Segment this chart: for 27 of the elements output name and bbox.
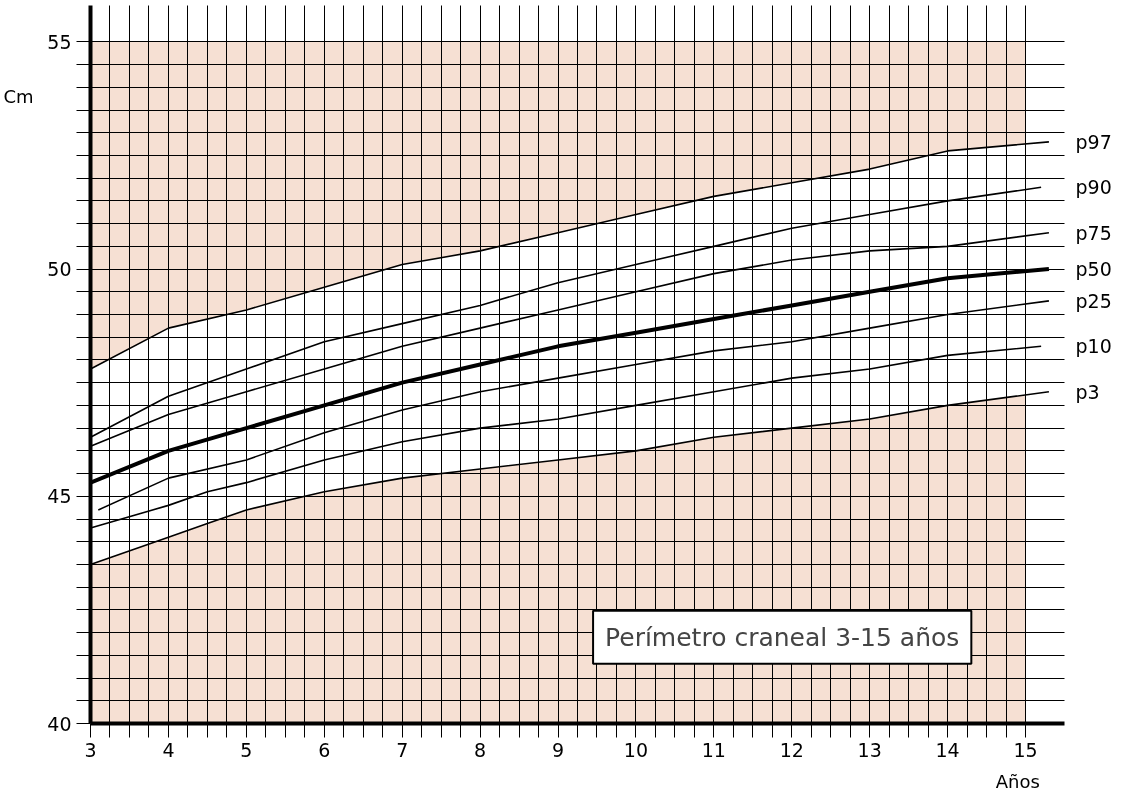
x-tick-label: 3 [84,738,97,761]
x-tick-label: 13 [857,738,882,761]
series-label: p50 [1075,258,1112,281]
x-tick-label: 15 [1013,738,1038,761]
series-label: p3 [1075,380,1100,403]
series-label: p97 [1075,130,1112,153]
x-tick-label: 11 [701,738,726,761]
x-tick-label: 5 [240,738,253,761]
y-tick-label: 55 [47,30,72,53]
text: Perímetro craneal 3-15 años [605,622,960,652]
x-tick-label: 8 [474,738,487,761]
x-tick-label: 7 [396,738,409,761]
series-label: p75 [1075,221,1112,244]
series-label: p25 [1075,289,1112,312]
y-tick-label: 40 [47,712,72,735]
x-axis-title: Años [995,770,1040,792]
x-tick-label: 14 [935,738,960,761]
y-tick-label: 50 [47,258,72,281]
y-axis-title: Cm [3,85,34,107]
x-tick-label: 4 [162,738,175,761]
x-tick-label: 9 [551,738,565,761]
series-label: p10 [1075,335,1112,358]
x-tick-label: 6 [318,738,331,761]
series-label: p90 [1075,176,1112,199]
x-tick-label: 10 [623,738,649,761]
x-tick-label: 12 [779,738,804,761]
y-tick-label: 45 [47,485,72,508]
